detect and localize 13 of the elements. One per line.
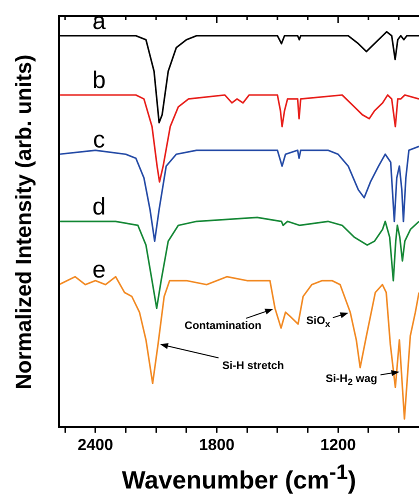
x-axis-title: Wavenumber (cm$^{-1}$) [120, 461, 358, 494]
annotation: Si-H stretch [222, 360, 284, 372]
series-label: d [92, 193, 106, 220]
series-label: c [93, 126, 105, 154]
series-label: b [92, 67, 106, 94]
annotation: SiO$_{x}$ [306, 315, 330, 330]
x-tick-label: 1200 [320, 436, 356, 454]
x-tick-label: 1800 [198, 436, 235, 454]
annotation: Contamination [184, 320, 262, 332]
annotation: Si-H$_{2}$ wag [326, 372, 378, 387]
x-tick-label: 2400 [78, 436, 114, 454]
y-axis-title: Normalized Intensity (arb. units) [11, 54, 37, 390]
series-label: e [92, 256, 106, 284]
